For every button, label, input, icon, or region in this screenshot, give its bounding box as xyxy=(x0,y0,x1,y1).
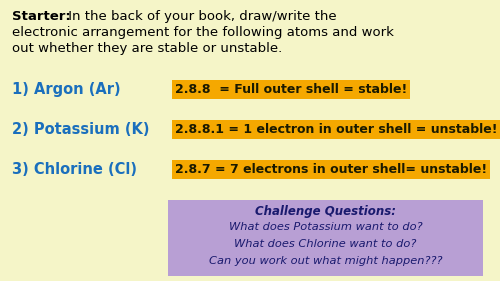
Text: 1) Argon (Ar): 1) Argon (Ar) xyxy=(12,82,120,97)
Text: out whether they are stable or unstable.: out whether they are stable or unstable. xyxy=(12,42,282,55)
Text: Can you work out what might happen???: Can you work out what might happen??? xyxy=(209,256,442,266)
Text: In the back of your book, draw/write the: In the back of your book, draw/write the xyxy=(64,10,336,23)
Text: What does Chlorine want to do?: What does Chlorine want to do? xyxy=(234,239,416,249)
FancyBboxPatch shape xyxy=(168,200,483,276)
Text: 3) Chlorine (Cl): 3) Chlorine (Cl) xyxy=(12,162,137,177)
Text: 2) Potassium (K): 2) Potassium (K) xyxy=(12,122,149,137)
Text: What does Potassium want to do?: What does Potassium want to do? xyxy=(228,222,422,232)
Text: Challenge Questions:: Challenge Questions: xyxy=(255,205,396,218)
Text: 2.8.8.1 = 1 electron in outer shell = unstable!: 2.8.8.1 = 1 electron in outer shell = un… xyxy=(175,123,498,136)
Text: Starter:: Starter: xyxy=(12,10,71,23)
Text: electronic arrangement for the following atoms and work: electronic arrangement for the following… xyxy=(12,26,394,39)
Text: 2.8.7 = 7 electrons in outer shell= unstable!: 2.8.7 = 7 electrons in outer shell= unst… xyxy=(175,163,487,176)
Text: 2.8.8  = Full outer shell = stable!: 2.8.8 = Full outer shell = stable! xyxy=(175,83,407,96)
